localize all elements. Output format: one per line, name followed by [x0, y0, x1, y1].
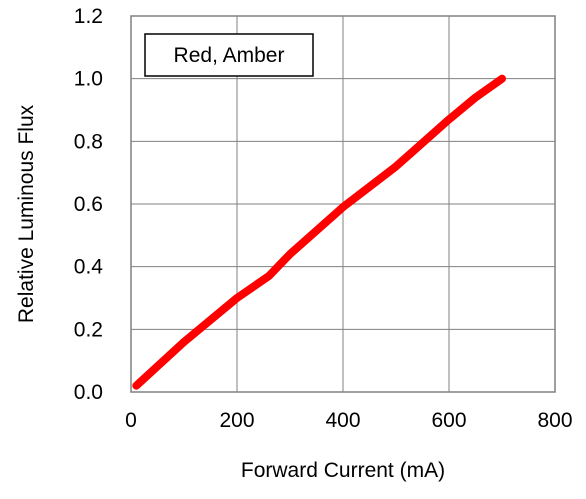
x-tick-label: 400: [325, 409, 360, 432]
y-tick-label: 0.4: [74, 256, 104, 279]
y-tick-label: 0.2: [74, 318, 103, 341]
y-tick-label: 0.6: [74, 193, 103, 216]
x-tick-label: 0: [125, 409, 137, 432]
x-axis-title: Forward Current (mA): [241, 459, 445, 482]
y-tick-label: 0.8: [74, 130, 103, 153]
plot-area-frame: [130, 15, 556, 393]
x-axis-tick-labels: 0 200 400 600 800: [125, 409, 572, 432]
x-tick-label: 600: [431, 409, 466, 432]
y-tick-label: 0.0: [74, 381, 103, 404]
legend-frame: [144, 33, 314, 77]
y-axis-title: Relative Luminous Flux: [15, 104, 38, 323]
y-tick-label: 1.0: [74, 68, 103, 91]
y-axis-tick-labels: 0.0 0.2 0.4 0.6 0.8 1.0 1.2: [74, 5, 104, 404]
y-tick-label: 1.2: [74, 5, 103, 28]
x-tick-label: 800: [537, 409, 572, 432]
legend-entry-label: Red, Amber: [174, 44, 285, 67]
series-line: [132, 74, 506, 390]
x-tick-label: 200: [219, 409, 254, 432]
legend: Red, Amber: [144, 33, 314, 77]
series-group: [132, 74, 506, 390]
